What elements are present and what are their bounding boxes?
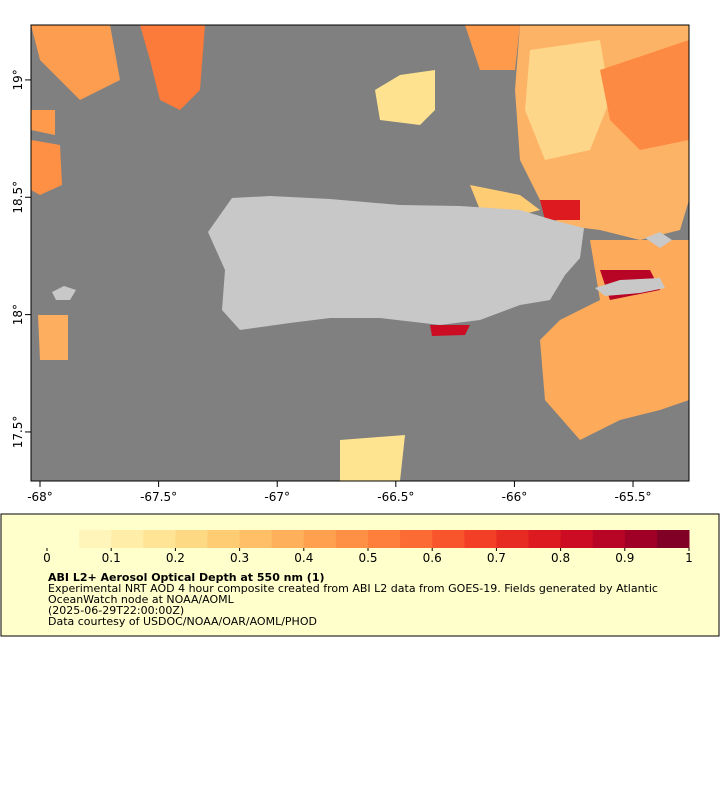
x-tick-label: -67.5° — [140, 490, 177, 504]
map — [30, 24, 690, 482]
colorbar-swatch — [335, 530, 369, 548]
colorbar-tick-label: 0.7 — [487, 551, 506, 565]
colorbar-tick-label: 0.4 — [294, 551, 313, 565]
caption-line: OceanWatch node at NOAA/AOML — [48, 593, 235, 606]
y-tick-label: 18° — [11, 304, 25, 325]
island-vieques — [595, 278, 665, 296]
map-frame — [30, 24, 690, 482]
colorbar-swatch — [47, 530, 80, 548]
aod-patch — [540, 200, 580, 220]
aod-patch — [38, 315, 68, 360]
aod-patch — [31, 25, 120, 100]
colorbar-swatch — [175, 530, 208, 548]
x-tick-label: -66.5° — [377, 490, 414, 504]
colorbar-swatch — [400, 530, 433, 548]
colorbar-swatch — [143, 530, 176, 548]
colorbar-swatch — [656, 530, 690, 548]
colorbar-swatch — [303, 530, 337, 548]
x-tick-label: -68° — [27, 490, 53, 504]
colorbar-tick-label: 0.2 — [166, 551, 185, 565]
colorbar-tick-label: 0.8 — [551, 551, 570, 565]
aod-patch — [31, 140, 62, 195]
aod-patch — [375, 70, 435, 125]
colorbar-tick-label: 0.5 — [358, 551, 377, 565]
colorbar-tick-label: 0.3 — [230, 551, 249, 565]
y-tick-label: 19° — [11, 69, 25, 90]
island-puerto-rico — [208, 196, 584, 330]
colorbar-swatch — [528, 530, 562, 548]
aod-patch — [140, 25, 205, 110]
colorbar-swatch — [496, 530, 529, 548]
colorbar-swatch — [464, 530, 497, 548]
x-tick-label: -66° — [502, 490, 528, 504]
colorbar-tick-label: 0.9 — [615, 551, 634, 565]
colorbar-swatch — [624, 530, 658, 548]
aod-patch — [340, 435, 405, 481]
aod-patch — [600, 40, 689, 150]
colorbar-tick-label: 1 — [685, 551, 693, 565]
colorbar-swatch — [432, 530, 465, 548]
colorbar-swatch — [368, 530, 401, 548]
caption-line: Data courtesy of USDOC/NOAA/OAR/AOML/PHO… — [48, 615, 317, 628]
aod-patch — [465, 25, 520, 70]
colorbar-swatch — [111, 530, 144, 548]
island-mona — [52, 286, 76, 300]
colorbar-tick-label: 0 — [43, 551, 51, 565]
colorbar-swatch — [592, 530, 626, 548]
x-tick-label: -65.5° — [614, 490, 651, 504]
colorbar-swatch — [207, 530, 241, 548]
x-tick-label: -67° — [264, 490, 290, 504]
colorbar-tick-label: 0.6 — [423, 551, 442, 565]
colorbar-swatch — [79, 530, 112, 548]
caption-line: Experimental NRT AOD 4 hour composite cr… — [48, 582, 658, 595]
y-tick-label: 17.5° — [11, 416, 25, 449]
aod-patch — [31, 110, 55, 135]
y-tick-label: 18.5° — [11, 181, 25, 214]
colorbar-swatch — [271, 530, 305, 548]
aod-patch — [525, 40, 610, 160]
caption-line: (2025-06-29T22:00:00Z) — [48, 604, 184, 617]
caption-title: ABI L2+ Aerosol Optical Depth at 550 nm … — [48, 571, 325, 584]
colorbar-swatch — [560, 530, 594, 548]
aod-patch — [430, 325, 470, 336]
aod-patch — [470, 185, 540, 215]
colorbar-swatch — [239, 530, 273, 548]
colorbar-tick-label: 0.1 — [102, 551, 121, 565]
island-culebra — [645, 232, 672, 248]
